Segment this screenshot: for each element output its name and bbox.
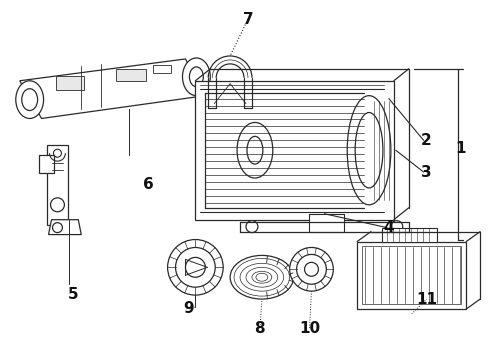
Bar — [362, 247, 461, 304]
Ellipse shape — [190, 67, 203, 87]
Ellipse shape — [50, 198, 64, 212]
Text: 3: 3 — [421, 165, 432, 180]
Text: 2: 2 — [421, 133, 432, 148]
Ellipse shape — [237, 122, 273, 178]
Ellipse shape — [247, 136, 263, 164]
Ellipse shape — [296, 255, 326, 284]
Bar — [153, 65, 171, 73]
Text: 9: 9 — [183, 301, 194, 316]
Ellipse shape — [185, 257, 205, 277]
Text: 1: 1 — [455, 141, 466, 156]
Polygon shape — [47, 145, 69, 225]
Ellipse shape — [52, 223, 62, 233]
Bar — [382, 228, 437, 242]
Ellipse shape — [347, 96, 391, 205]
Ellipse shape — [16, 81, 44, 118]
Ellipse shape — [168, 239, 223, 295]
Ellipse shape — [246, 221, 258, 233]
Ellipse shape — [305, 262, 318, 276]
Text: 4: 4 — [384, 220, 394, 235]
Bar — [116, 69, 146, 81]
Text: 5: 5 — [68, 287, 79, 302]
Polygon shape — [20, 59, 205, 118]
Text: 7: 7 — [243, 12, 253, 27]
Bar — [196, 81, 394, 220]
Bar — [56, 76, 84, 90]
Ellipse shape — [391, 221, 403, 233]
Bar — [310, 214, 344, 231]
Bar — [357, 242, 466, 309]
Text: 10: 10 — [299, 321, 320, 336]
Ellipse shape — [175, 247, 215, 287]
Ellipse shape — [182, 58, 210, 96]
Ellipse shape — [22, 89, 38, 111]
Text: 11: 11 — [416, 292, 437, 307]
Polygon shape — [39, 155, 54, 173]
Ellipse shape — [230, 255, 294, 299]
Ellipse shape — [290, 247, 333, 291]
Polygon shape — [49, 220, 81, 235]
Text: 6: 6 — [144, 177, 154, 193]
Ellipse shape — [355, 113, 383, 188]
Text: 8: 8 — [255, 321, 265, 336]
